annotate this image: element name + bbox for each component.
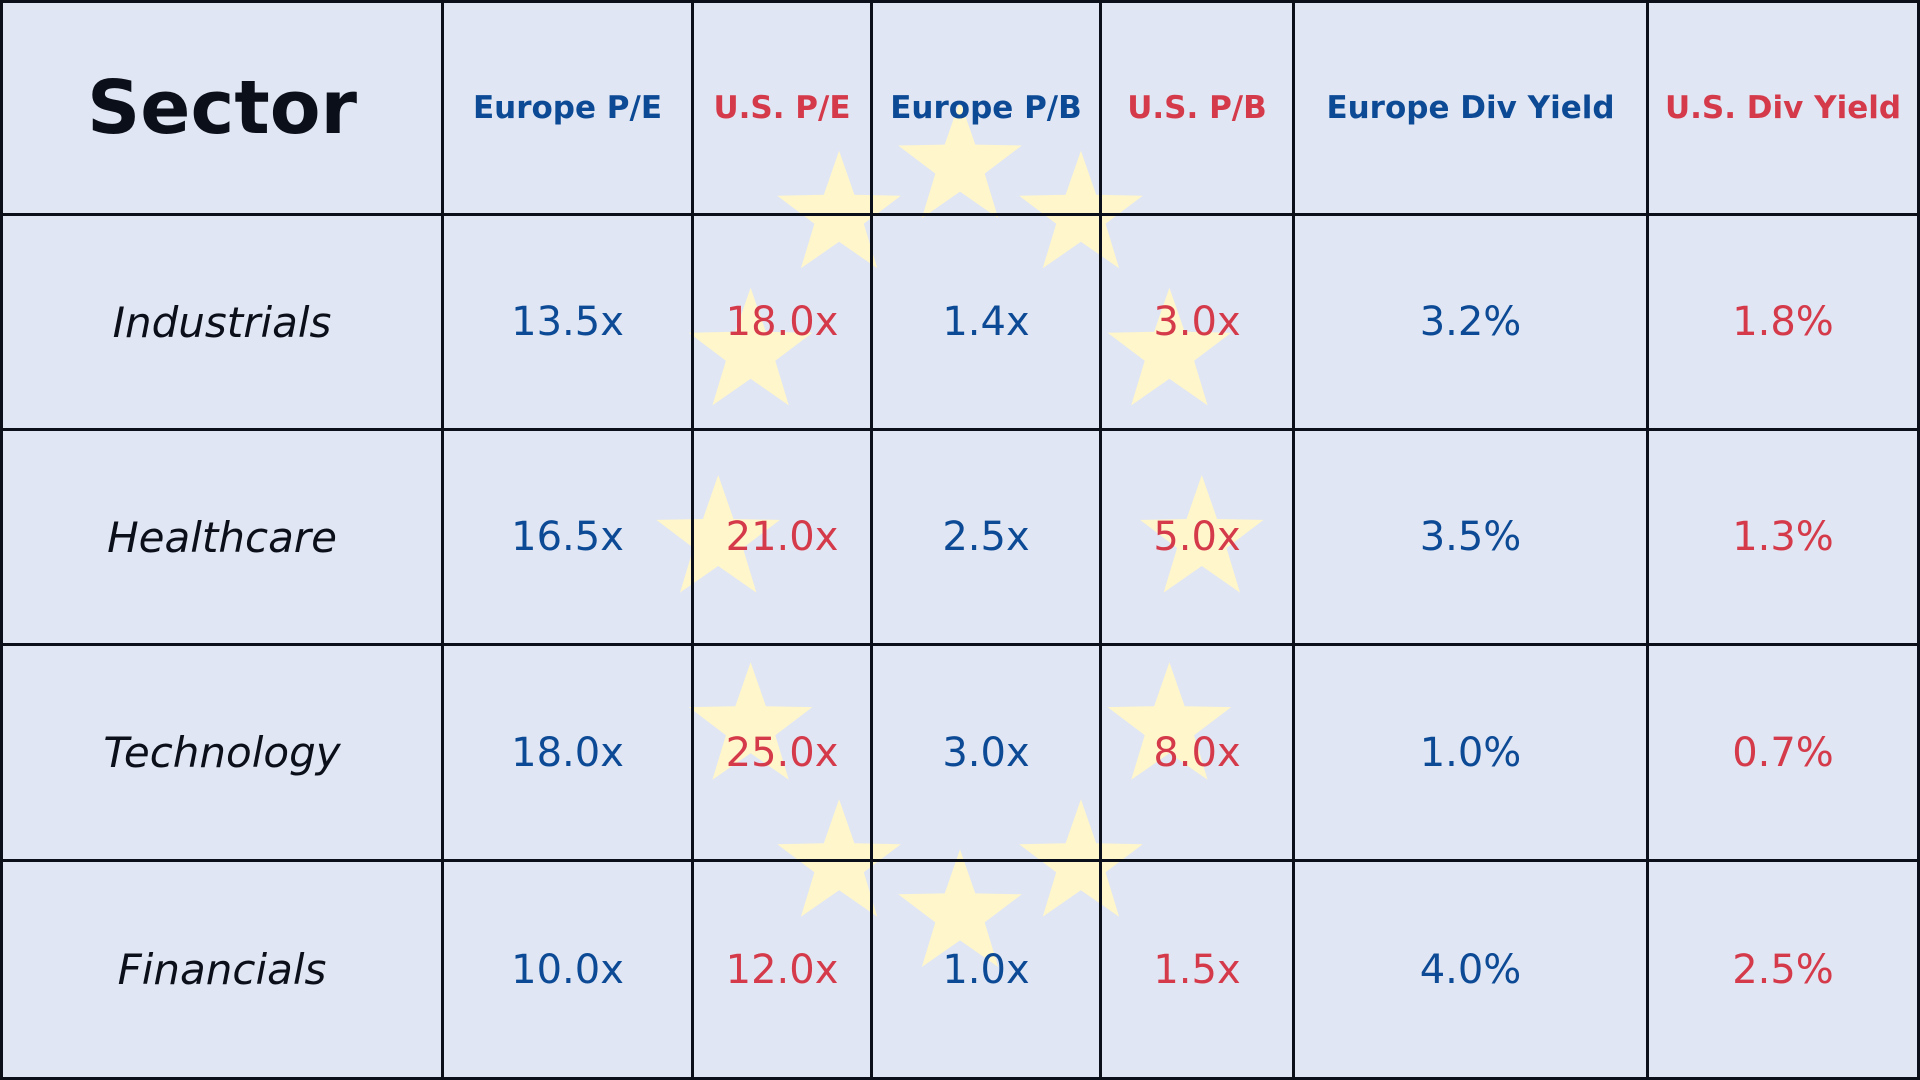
data-label: 2.5x xyxy=(942,514,1030,560)
table-cell: 1.4x xyxy=(873,216,1102,431)
data-label: 3.5% xyxy=(1419,514,1522,560)
star-icon xyxy=(777,799,901,917)
column-header: U.S. P/B xyxy=(1102,0,1295,216)
sector-name: Industrials xyxy=(112,297,332,347)
star-icon xyxy=(656,475,780,593)
column-header-label: U.S. P/E xyxy=(713,90,851,126)
table-cell: 10.0x xyxy=(444,862,694,1080)
table-cell: 25.0x xyxy=(694,646,873,862)
data-label: 10.0x xyxy=(511,946,624,993)
data-label: 18.0x xyxy=(725,299,839,345)
table-cell: 1.0x xyxy=(873,862,1102,1080)
data-label: 3.2% xyxy=(1419,299,1522,345)
data-label: 0.7% xyxy=(1732,729,1834,776)
star-icon xyxy=(1107,662,1232,780)
column-header-label: Europe P/E xyxy=(472,90,663,126)
data-label: 12.0x xyxy=(725,946,839,993)
data-label: 1.4x xyxy=(942,299,1030,345)
table-cell: 4.0% xyxy=(1295,862,1649,1080)
table-cell: 1.8% xyxy=(1649,216,1920,431)
table-cell: 18.0x xyxy=(444,646,694,862)
table-cell: 18.0x xyxy=(694,216,873,431)
row-sector-cell: Industrials xyxy=(0,216,444,431)
sector-name: Financials xyxy=(117,945,327,994)
table-cell: 2.5x xyxy=(873,431,1102,646)
star-icon xyxy=(1019,150,1143,269)
column-header: U.S. Div Yield xyxy=(1649,0,1920,216)
star-icon xyxy=(898,849,1022,967)
data-label: 3.0x xyxy=(1153,299,1241,345)
column-header: Europe P/B xyxy=(873,0,1102,216)
data-label: 1.8% xyxy=(1732,299,1834,345)
sector-header: Sector xyxy=(0,0,444,216)
column-header: Europe Div Yield xyxy=(1295,0,1649,216)
data-label: 21.0x xyxy=(725,514,839,560)
data-label: 16.5x xyxy=(511,514,624,560)
table-cell: 3.5% xyxy=(1295,431,1649,646)
data-label: 1.0x xyxy=(942,946,1030,993)
table-cell: 1.3% xyxy=(1649,431,1920,646)
data-label: 3.0x xyxy=(942,729,1030,776)
data-label: 1.3% xyxy=(1732,514,1834,560)
data-label: 18.0x xyxy=(511,729,624,776)
column-header: Europe P/E xyxy=(444,0,694,216)
star-icon xyxy=(777,150,901,269)
sector-name: Technology xyxy=(103,728,341,777)
sector-name: Healthcare xyxy=(107,512,337,562)
table-cell: 5.0x xyxy=(1102,431,1295,646)
star-icon xyxy=(898,100,1022,219)
table-cell: 3.0x xyxy=(1102,216,1295,431)
data-label: 25.0x xyxy=(725,729,839,776)
row-sector-cell: Financials xyxy=(0,862,444,1080)
table-cell: 1.0% xyxy=(1295,646,1649,862)
data-label: 13.5x xyxy=(511,299,624,345)
table-cell: 13.5x xyxy=(444,216,694,431)
column-header-label: Europe P/B xyxy=(890,90,1082,126)
star-icon xyxy=(1107,287,1232,406)
column-header-label: Europe Div Yield xyxy=(1326,90,1615,126)
star-icon xyxy=(688,662,813,780)
data-label: 1.0% xyxy=(1419,729,1522,776)
table-cell: 12.0x xyxy=(694,862,873,1080)
table-cell: 2.5% xyxy=(1649,862,1920,1080)
column-header-label: U.S. Div Yield xyxy=(1664,90,1902,126)
table-cell: 1.5x xyxy=(1102,862,1295,1080)
table-cell: 16.5x xyxy=(444,431,694,646)
table-cell: 21.0x xyxy=(694,431,873,646)
star-icon xyxy=(688,287,813,406)
sector-header-label: Sector xyxy=(86,65,358,151)
row-sector-cell: Healthcare xyxy=(0,431,444,646)
row-sector-cell: Technology xyxy=(0,646,444,862)
star-icon xyxy=(1140,475,1264,593)
table-cell: 8.0x xyxy=(1102,646,1295,862)
table-cell: 3.2% xyxy=(1295,216,1649,431)
star-icon xyxy=(1019,799,1143,917)
data-label: 4.0% xyxy=(1419,946,1522,993)
table-cell: 3.0x xyxy=(873,646,1102,862)
data-label: 1.5x xyxy=(1153,946,1241,993)
data-label: 8.0x xyxy=(1153,729,1241,776)
data-label: 2.5% xyxy=(1732,946,1834,993)
table-cell: 0.7% xyxy=(1649,646,1920,862)
data-label: 5.0x xyxy=(1153,514,1241,560)
column-header: U.S. P/E xyxy=(694,0,873,216)
column-header-label: U.S. P/B xyxy=(1127,90,1267,126)
